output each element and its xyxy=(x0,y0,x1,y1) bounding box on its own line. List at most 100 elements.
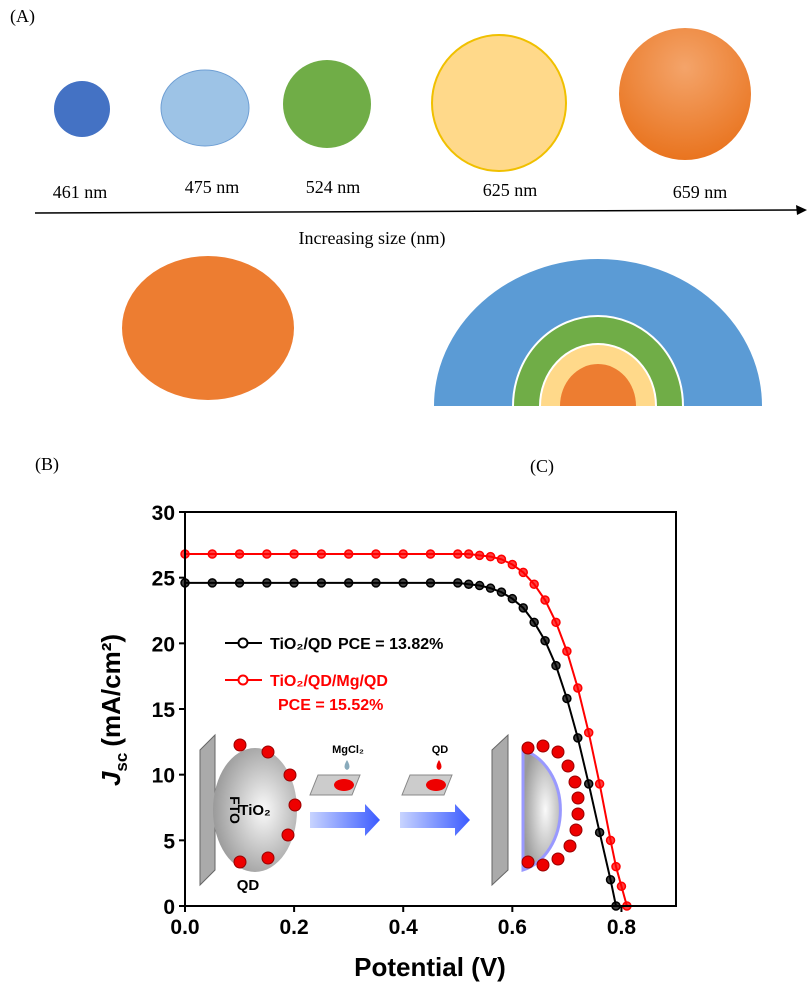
y-tick-label: 25 xyxy=(152,568,176,591)
data-point xyxy=(345,579,353,587)
data-point xyxy=(519,604,527,612)
legend-entry: TiO₂/QD PCE = 13.82% xyxy=(270,636,443,653)
circle xyxy=(283,60,371,148)
legend-marker xyxy=(239,639,248,648)
y-tick-label: 15 xyxy=(152,699,176,722)
data-point xyxy=(487,553,495,561)
data-point xyxy=(476,551,484,559)
inset-label: MgCl₂ xyxy=(332,744,364,756)
y-tick-label: 0 xyxy=(163,896,175,919)
arrowhead xyxy=(796,205,807,215)
data-point xyxy=(399,550,407,558)
data-point xyxy=(427,579,435,587)
data-point xyxy=(541,596,549,604)
y-title-sub: sc xyxy=(112,753,131,772)
size-label: 524 nm xyxy=(306,177,361,197)
data-point xyxy=(465,580,473,588)
data-point xyxy=(290,550,298,558)
legend-name: TiO₂/QD/Mg/QD xyxy=(270,673,388,690)
data-point xyxy=(508,595,516,603)
data-point xyxy=(607,876,615,884)
data-point xyxy=(208,550,216,558)
data-point xyxy=(552,618,560,626)
data-point xyxy=(454,579,462,587)
data-point xyxy=(236,579,244,587)
y-tick-label: 30 xyxy=(152,502,175,525)
data-point xyxy=(552,662,560,670)
x-tick-label: 0.4 xyxy=(389,916,419,939)
data-point xyxy=(497,588,505,596)
x-tick-label: 0.2 xyxy=(280,916,309,939)
data-point xyxy=(427,550,435,558)
data-point xyxy=(617,882,625,890)
data-point xyxy=(372,579,380,587)
legend-annotation: PCE = 13.82% xyxy=(338,636,443,653)
data-point xyxy=(530,618,538,626)
data-point xyxy=(541,637,549,645)
core-shell xyxy=(433,258,763,554)
data-point xyxy=(508,561,516,569)
data-point xyxy=(563,647,571,655)
data-point xyxy=(574,734,582,742)
inset-label: QD xyxy=(237,877,260,894)
circle xyxy=(432,35,566,171)
arrow xyxy=(35,210,798,213)
data-point xyxy=(290,579,298,587)
data-point xyxy=(574,684,582,692)
data-point xyxy=(596,780,604,788)
inset: FTO TiO₂ QD MgCl₂ QD xyxy=(200,735,584,894)
axis-label: Increasing size (nm) xyxy=(299,228,446,249)
data-point xyxy=(372,550,380,558)
y-tick-label: 10 xyxy=(152,765,175,788)
legend-entry: TiO₂/QD/Mg/QD xyxy=(270,673,388,690)
y-tick-label: 20 xyxy=(152,633,175,656)
legend-marker xyxy=(239,676,248,685)
inset-label: TiO₂ xyxy=(239,802,270,819)
data-point xyxy=(317,550,325,558)
data-point xyxy=(530,580,538,588)
x-axis-title: Potential (V) xyxy=(354,952,506,982)
y-title-unit: (mA/cm²) xyxy=(96,634,126,747)
data-point xyxy=(236,550,244,558)
circle xyxy=(54,81,110,137)
data-point xyxy=(585,729,593,737)
y-title-symbol: J xyxy=(96,771,126,786)
data-point xyxy=(208,579,216,587)
data-point xyxy=(263,579,271,587)
data-point xyxy=(263,550,271,558)
data-point xyxy=(585,780,593,788)
legend-annotation: PCE = 15.52% xyxy=(278,697,383,714)
data-point xyxy=(596,828,604,836)
size-label: 461 nm xyxy=(53,182,108,202)
data-point xyxy=(519,568,527,576)
data-point xyxy=(607,836,615,844)
x-tick-label: 0.8 xyxy=(607,916,637,939)
panel-label: (C) xyxy=(530,456,554,477)
size-label: 625 nm xyxy=(483,180,538,200)
data-point xyxy=(563,694,571,702)
data-point xyxy=(612,863,620,871)
circle xyxy=(122,256,294,400)
inset-label: QD xyxy=(432,744,449,756)
chart: 0.0 0.2 0.4 0.6 0.8 0 5 10 15 20 25 30 TiO₂/QD PCE = … xyxy=(152,502,637,939)
data-point xyxy=(487,584,495,592)
data-point xyxy=(317,579,325,587)
x-tick-label: 0.6 xyxy=(498,916,527,939)
y-axis-title: Jsc (mA/cm²) xyxy=(96,634,131,786)
size-label: 659 nm xyxy=(673,182,728,202)
data-point xyxy=(465,550,473,558)
legend-name: TiO₂/QD xyxy=(270,636,332,653)
panel-label: (A) xyxy=(10,6,35,27)
panel-label: (B) xyxy=(35,454,59,475)
data-point xyxy=(345,550,353,558)
data-point xyxy=(454,550,462,558)
data-point xyxy=(399,579,407,587)
circle xyxy=(619,28,751,160)
data-point xyxy=(497,555,505,563)
circle xyxy=(161,70,249,146)
x-tick-label: 0.0 xyxy=(170,916,199,939)
size-label: 475 nm xyxy=(185,177,240,197)
data-point xyxy=(476,582,484,590)
y-tick-label: 5 xyxy=(163,830,175,853)
figure: (A) 461 nm 475 nm 524 nm 625 nm 659 nm I… xyxy=(0,0,807,983)
